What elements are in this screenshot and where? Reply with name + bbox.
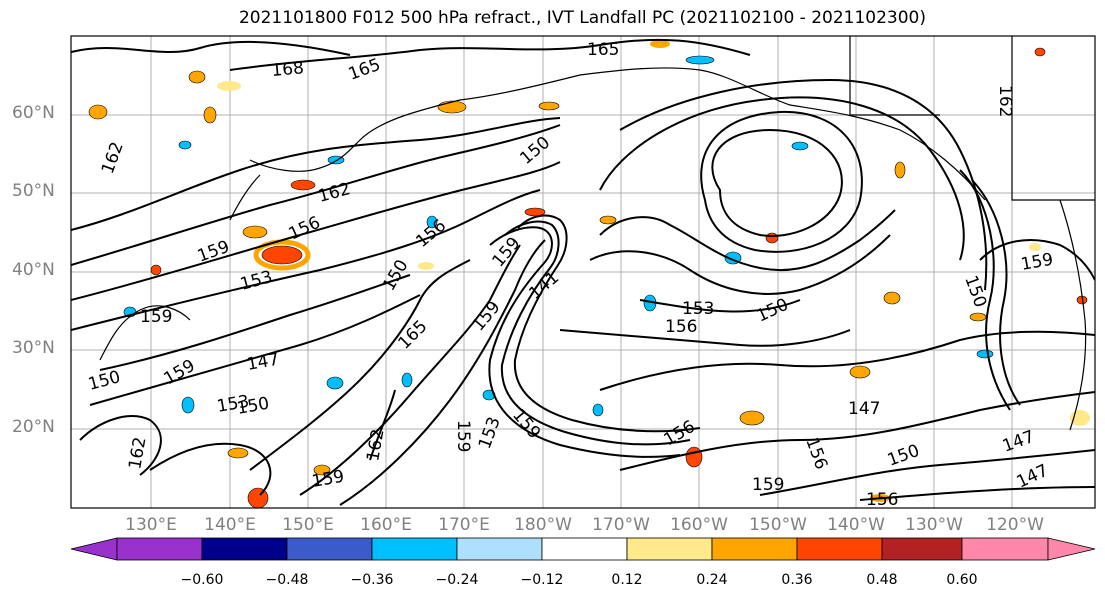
contour-label: 159 xyxy=(310,467,345,492)
contour-label: 165 xyxy=(346,55,383,85)
colorbar-bin-7 xyxy=(711,537,798,561)
contour-label: 159 xyxy=(161,356,199,390)
colorbar-tick: 0.36 xyxy=(781,572,813,588)
contour-label: 147 xyxy=(1000,427,1037,457)
colorbar-tick: 0.48 xyxy=(866,572,898,588)
contour-label: 156 xyxy=(665,317,697,337)
lat-label-60n: 60°N xyxy=(12,103,55,123)
contour-label: 147 xyxy=(848,399,880,419)
contour-label: 150 xyxy=(885,441,922,471)
contour-label: 162 xyxy=(125,435,150,470)
lon-label-180w: 180°W xyxy=(514,515,572,535)
lon-label-130e: 130°E xyxy=(125,515,177,535)
colorbar-tick: −0.48 xyxy=(265,572,309,588)
contour-label: 165 xyxy=(394,316,431,353)
contour-label: 153 xyxy=(475,414,505,451)
lon-label-120w: 120°W xyxy=(986,515,1044,535)
contour-label: 159 xyxy=(195,237,232,267)
contour-label: 150 xyxy=(516,133,554,169)
colorbar-bin-2 xyxy=(286,537,373,561)
contour-label: 162 xyxy=(995,85,1015,117)
colorbar-bin-4 xyxy=(456,537,543,561)
contour-label: 162 xyxy=(363,427,388,462)
contour-label: 153 xyxy=(682,299,714,319)
colorbar-tick: 0.24 xyxy=(696,572,728,588)
contour-label: 159 xyxy=(140,307,172,327)
map-frame xyxy=(70,35,1096,509)
colorbar-bin-3 xyxy=(371,537,458,561)
colorbar-bin-0 xyxy=(116,537,203,561)
contour-label: 165 xyxy=(587,40,619,60)
contour-label: 150 xyxy=(754,295,792,327)
contour-label: 156 xyxy=(412,216,450,252)
contour-label: 156 xyxy=(801,435,831,472)
lon-label-150e: 150°E xyxy=(282,515,334,535)
colorbar xyxy=(70,537,1096,561)
lon-label-140e: 140°E xyxy=(204,515,256,535)
colorbar-high-extend xyxy=(1047,537,1096,561)
lat-label-40n: 40°N xyxy=(12,260,55,280)
colorbar-bin-9 xyxy=(881,537,963,561)
contour-label: 159 xyxy=(453,420,473,452)
contour-label: 162 xyxy=(98,139,128,176)
lon-label-160w: 160°W xyxy=(670,515,728,535)
contour-label: 156 xyxy=(866,490,898,510)
contour-label: 168 xyxy=(271,58,305,81)
lon-label-170w: 170°W xyxy=(592,515,650,535)
contour-label: 153 xyxy=(238,267,275,295)
contour-label: 162 xyxy=(316,179,353,207)
contour-label: 150 xyxy=(86,367,123,395)
map-title: 2021101800 F012 500 hPa refract., IVT La… xyxy=(238,8,926,28)
colorbar-bin-5 xyxy=(541,537,628,561)
contour-labels: 165 168 165 162 162 162 156 159 153 156 … xyxy=(86,40,1055,510)
contour-label: 147 xyxy=(245,350,280,375)
lat-label-30n: 30°N xyxy=(12,338,55,358)
colorbar-bin-8 xyxy=(796,537,883,561)
colorbar-bin-1 xyxy=(201,537,288,561)
colorbar-tick: −0.60 xyxy=(180,572,224,588)
contour-label: 159 xyxy=(489,233,525,271)
refractivity-contours xyxy=(71,38,1095,506)
lon-label-130w: 130°W xyxy=(905,515,963,535)
contour-label: 156 xyxy=(661,417,699,451)
lon-label-160e: 160°E xyxy=(360,515,412,535)
lat-label-20n: 20°N xyxy=(12,417,55,437)
lon-label-140w: 140°W xyxy=(827,515,885,535)
colorbar-low-extend xyxy=(70,537,118,561)
lon-label-170e: 170°E xyxy=(438,515,490,535)
contour-label: 141 xyxy=(525,268,563,304)
contour-label: 156 xyxy=(286,213,324,245)
colorbar-tick: −0.12 xyxy=(520,572,564,588)
colorbar-tick: 0.12 xyxy=(611,572,643,588)
contour-label: 159 xyxy=(752,475,784,495)
lat-label-50n: 50°N xyxy=(12,181,55,201)
colorbar-tick: 0.60 xyxy=(946,572,978,588)
contour-label: 150 xyxy=(235,394,270,419)
contour-label: 159 xyxy=(1019,250,1054,275)
lon-label-150w: 150°W xyxy=(749,515,807,535)
coastlines xyxy=(99,36,1095,431)
colorbar-tick: −0.24 xyxy=(435,572,479,588)
colorbar-bin-6 xyxy=(626,537,713,561)
colorbar-tick: −0.36 xyxy=(350,572,394,588)
colorbar-bin-10 xyxy=(961,537,1049,561)
